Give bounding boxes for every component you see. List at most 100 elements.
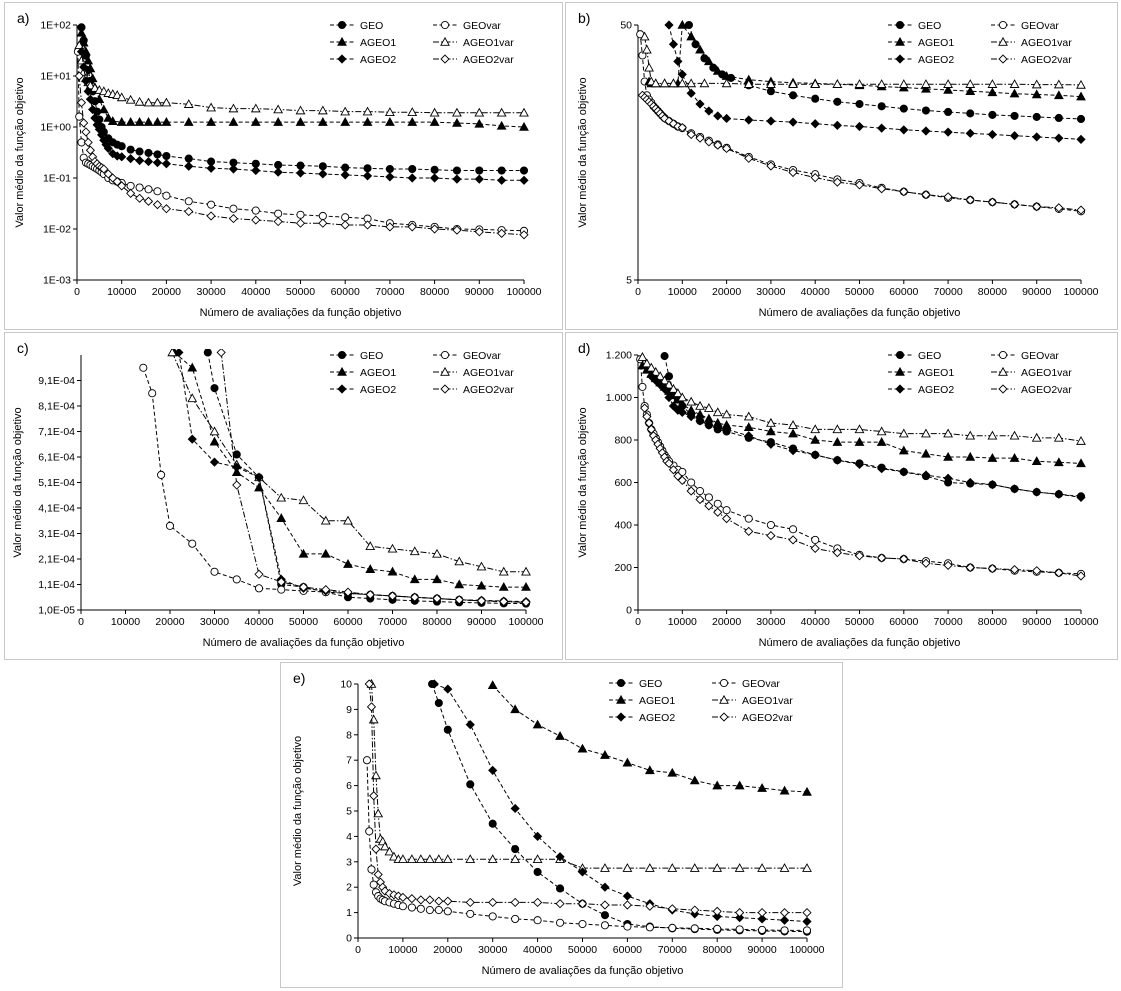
data-point <box>363 164 372 173</box>
x-tick-label: 20000 <box>433 944 462 956</box>
legend-marker <box>895 36 905 46</box>
data-point <box>318 169 328 179</box>
legend-item: AGEO1var <box>433 367 514 379</box>
data-point <box>385 222 395 232</box>
legend-item: GEOvar <box>991 20 1059 32</box>
x-axis-title: Número de avaliações da função objetivo <box>759 307 961 319</box>
data-point <box>1076 492 1086 502</box>
data-point <box>943 127 953 137</box>
data-point <box>987 563 997 574</box>
data-point <box>232 450 241 459</box>
data-point <box>250 116 261 126</box>
data-point <box>811 94 820 103</box>
series-AGEO1 <box>644 19 1086 101</box>
data-point <box>320 548 331 558</box>
plot-area <box>636 352 1086 581</box>
data-point <box>184 161 194 171</box>
data-point <box>161 116 172 126</box>
legend-label: AGEO2 <box>918 54 954 66</box>
data-point <box>677 475 687 485</box>
data-point <box>117 181 127 191</box>
data-point <box>409 574 420 584</box>
data-point <box>766 439 776 449</box>
data-point <box>684 20 693 30</box>
data-point <box>758 925 767 934</box>
data-point <box>430 165 439 174</box>
chart-panel-b: b) 0 10000 20000 30000 40000 50000 60000 70000 80… <box>565 2 1118 330</box>
data-point <box>555 918 565 927</box>
data-point <box>921 106 931 115</box>
y-tick-label: 1,1E-04 <box>38 579 75 591</box>
data-point <box>877 123 887 133</box>
data-point <box>802 863 812 872</box>
x-tick-label: 40000 <box>244 616 273 628</box>
data-point <box>116 92 127 102</box>
y-tick-label: 3 <box>346 856 352 868</box>
data-point <box>987 430 998 440</box>
data-point <box>209 457 220 467</box>
data-point <box>474 174 484 184</box>
data-point <box>510 854 521 864</box>
data-point <box>1031 432 1042 442</box>
data-point <box>442 854 453 864</box>
data-point <box>877 102 886 111</box>
y-tick-label: 6,1E-04 <box>38 452 75 464</box>
data-point <box>295 105 306 115</box>
data-point <box>232 480 242 490</box>
data-point <box>90 113 100 123</box>
series-line <box>668 24 1082 140</box>
data-point <box>678 467 687 476</box>
data-point <box>416 904 425 913</box>
series-line <box>142 367 527 603</box>
data-point <box>644 62 654 72</box>
data-point <box>135 183 144 192</box>
data-point <box>125 116 136 126</box>
data-point <box>695 486 705 496</box>
data-point <box>641 44 652 54</box>
data-point <box>672 388 683 398</box>
data-point <box>704 106 714 116</box>
series-line <box>174 352 526 588</box>
data-point <box>788 117 798 127</box>
data-point <box>466 780 475 789</box>
data-point <box>1032 202 1042 212</box>
data-point <box>183 116 194 126</box>
data-point <box>81 76 91 86</box>
legend-label: AGEO1var <box>1021 367 1072 379</box>
data-point <box>254 482 264 492</box>
data-point <box>677 122 687 133</box>
y-tick-label: 200 <box>614 562 632 574</box>
data-point <box>832 548 842 558</box>
data-point <box>415 854 426 864</box>
data-point <box>408 164 417 174</box>
data-point <box>397 854 408 864</box>
series-line <box>434 683 808 922</box>
data-point <box>161 97 172 107</box>
data-point <box>735 913 745 923</box>
y-tick-label: 0 <box>346 933 352 945</box>
data-point <box>384 116 395 126</box>
legend-marker <box>895 20 905 30</box>
data-point <box>76 55 87 65</box>
data-point <box>712 65 723 75</box>
data-point <box>854 180 865 190</box>
data-point <box>765 417 776 427</box>
x-tick-label: 0 <box>355 944 361 956</box>
y-tick-label: 5 <box>346 806 352 818</box>
data-point <box>143 196 154 206</box>
data-point <box>668 465 679 475</box>
data-point <box>108 149 118 159</box>
legend-item: AGEO1var <box>433 37 514 49</box>
data-point <box>713 507 723 517</box>
data-point <box>203 349 212 357</box>
data-point <box>366 702 377 712</box>
data-point <box>365 590 375 600</box>
data-point <box>228 103 239 113</box>
data-point <box>362 756 372 765</box>
data-point <box>788 446 798 456</box>
series-AGEO2var <box>640 403 1086 581</box>
data-point <box>987 480 997 490</box>
data-point <box>533 831 543 841</box>
data-point <box>757 863 768 872</box>
legend-label: AGEO2var <box>463 54 514 66</box>
